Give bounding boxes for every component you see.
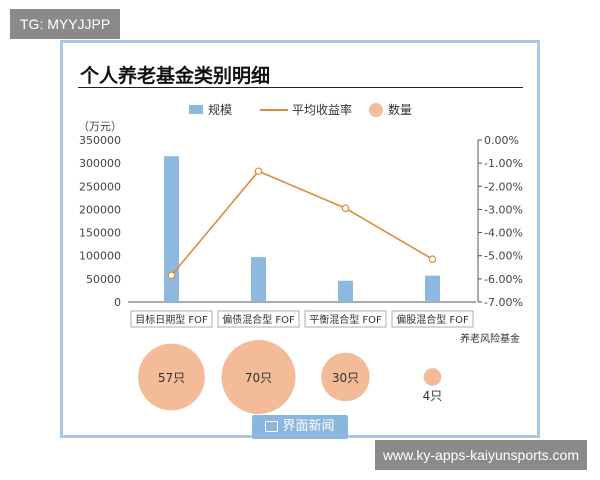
newspaper-icon [265,421,279,432]
y2-tick-label: -6.00% [484,273,523,286]
legend-swatch-bubble [369,103,383,117]
y2-tick-label: -5.00% [484,250,523,263]
bar-4 [425,275,440,302]
y2-tick-label: -3.00% [484,203,523,216]
y2-tick-label: -7.00% [484,296,523,309]
category-label: 目标日期型 FOF [135,313,208,326]
category-group-label: 养老风险基金 [460,332,520,345]
category-label: 偏股混合型 FOF [396,313,469,326]
brand-badge-label: 界面新闻 [282,419,335,434]
watermark-tag-top: TG: MYYJJPP [10,9,121,39]
bar-1 [164,156,179,302]
y-tick-label: 250000 [79,180,121,193]
title-rule [78,87,523,88]
line-point-3 [341,204,350,213]
y2-tick-label: -1.00% [484,157,523,170]
bubble-label-1: 57只 [158,371,185,385]
y-tick-label: 50000 [86,273,121,286]
bubble-label-3: 30只 [332,371,359,385]
chart-title: 个人养老基金类别明细 [80,65,271,87]
y-tick-label: 200000 [79,203,121,216]
y2-tick-label: 0.00% [484,134,519,147]
y-tick-label: 150000 [79,227,121,240]
y-tick-label: 350000 [79,134,121,147]
category-label: 平衡混合型 FOF [309,313,382,326]
bubble-1 [138,343,205,411]
y-axis-unit-label: （万元） [78,120,122,133]
line-point-2 [254,167,263,176]
y2-tick-label: -4.00% [484,227,523,240]
bubble-label-2: 70只 [245,371,272,385]
y-tick-label: 100000 [79,250,121,263]
legend-label-bar: 规模 [208,102,232,117]
bar-3 [338,280,353,302]
line-series [170,170,433,276]
legend-swatch-bar [189,105,203,114]
bar-2 [251,257,266,302]
bubble-label-4: 4只 [423,389,443,403]
legend-label-bubble: 数量 [388,102,412,117]
category-label-box [391,310,474,328]
bubble-4 [423,368,442,386]
y2-tick-label: -2.00% [484,180,523,193]
brand-badge: 界面新闻 [252,415,348,439]
legend-label-line: 平均收益率 [292,102,352,117]
category-label-box [217,310,300,328]
category-label-box [130,310,213,328]
bubble-2 [221,340,296,414]
line-point-1 [167,271,176,280]
line-point-4 [428,255,437,263]
y-tick-label: 300000 [79,157,121,170]
bubble-3 [321,352,370,402]
category-label-box [304,310,387,328]
y-tick-label: 0 [114,296,121,309]
watermark-tag-bottom: www.ky-apps-kaiyunsports.com [374,440,587,470]
category-label: 偏债混合型 FOF [222,313,295,326]
